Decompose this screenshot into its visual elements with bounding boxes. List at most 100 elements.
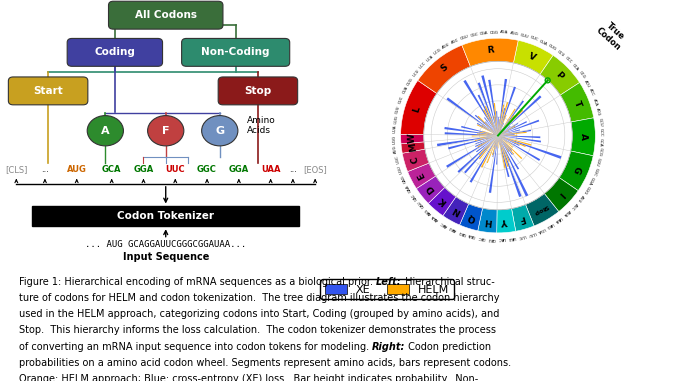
Text: GGU: GGU	[595, 157, 601, 167]
Wedge shape	[498, 136, 506, 168]
Wedge shape	[498, 136, 512, 151]
Wedge shape	[498, 119, 500, 136]
Wedge shape	[498, 133, 504, 136]
Wedge shape	[498, 121, 527, 136]
Wedge shape	[498, 136, 528, 197]
Wedge shape	[492, 136, 498, 157]
Wedge shape	[498, 130, 505, 136]
Wedge shape	[498, 136, 500, 145]
Wedge shape	[477, 82, 498, 136]
Text: F: F	[517, 213, 526, 223]
Circle shape	[148, 115, 184, 146]
Wedge shape	[446, 136, 498, 168]
Wedge shape	[498, 115, 515, 136]
Text: Stop.  This hierarchy informs the loss calculation.  The codon tokenizer demonst: Stop. This hierarchy informs the loss ca…	[19, 325, 496, 335]
Text: AUC: AUC	[570, 202, 578, 210]
Wedge shape	[445, 132, 498, 136]
Text: K: K	[437, 195, 448, 207]
Text: CGU: CGU	[460, 35, 469, 41]
Wedge shape	[477, 136, 498, 147]
Text: CUA: CUA	[402, 86, 409, 95]
Text: AUA: AUA	[562, 209, 571, 217]
Wedge shape	[458, 136, 498, 173]
Wedge shape	[498, 136, 521, 197]
Text: CUG: CUG	[406, 77, 414, 86]
Text: CAA: CAA	[467, 232, 476, 238]
Text: M: M	[408, 142, 418, 152]
Wedge shape	[495, 132, 498, 136]
Text: N: N	[451, 205, 462, 216]
Text: GAU: GAU	[416, 199, 425, 208]
Wedge shape	[498, 86, 516, 136]
Text: UGC: UGC	[395, 155, 401, 164]
Text: L: L	[411, 106, 422, 114]
Wedge shape	[444, 127, 498, 136]
Wedge shape	[479, 136, 498, 155]
Wedge shape	[498, 136, 525, 147]
Text: GGC: GGC	[591, 166, 598, 176]
Text: Hierarchical struc-: Hierarchical struc-	[401, 277, 494, 287]
Wedge shape	[418, 45, 471, 93]
Wedge shape	[495, 136, 498, 149]
Wedge shape	[492, 136, 498, 155]
Text: ACU: ACU	[583, 79, 591, 88]
Text: Codon prediction: Codon prediction	[405, 342, 492, 352]
Text: GUA: GUA	[538, 39, 548, 46]
Wedge shape	[498, 136, 499, 144]
Wedge shape	[498, 136, 541, 142]
Text: CCU: CCU	[556, 50, 565, 58]
Text: [EOS]: [EOS]	[303, 165, 327, 174]
Text: GGA: GGA	[134, 165, 154, 174]
Wedge shape	[498, 136, 502, 139]
Wedge shape	[498, 136, 509, 152]
Text: UUG: UUG	[393, 114, 399, 124]
Wedge shape	[498, 108, 505, 136]
Wedge shape	[479, 136, 498, 159]
Text: AGG: AGG	[510, 31, 519, 37]
Wedge shape	[498, 136, 505, 137]
Wedge shape	[511, 205, 534, 231]
Wedge shape	[475, 115, 498, 136]
Wedge shape	[498, 115, 506, 136]
Text: AAG: AAG	[423, 207, 432, 215]
Text: CUC: CUC	[398, 95, 405, 104]
Wedge shape	[494, 136, 498, 148]
Wedge shape	[498, 136, 508, 167]
Wedge shape	[472, 135, 498, 136]
Wedge shape	[493, 133, 498, 136]
Wedge shape	[498, 130, 520, 136]
Text: AAU: AAU	[448, 224, 457, 232]
Wedge shape	[477, 124, 498, 136]
Wedge shape	[498, 132, 527, 136]
Text: Amino
Acids: Amino Acids	[247, 116, 275, 135]
Wedge shape	[498, 131, 504, 136]
Wedge shape	[482, 131, 498, 136]
Text: A: A	[579, 133, 589, 140]
Wedge shape	[497, 136, 498, 146]
Wedge shape	[559, 151, 593, 190]
Wedge shape	[498, 136, 532, 146]
Wedge shape	[498, 110, 523, 136]
Text: UAA: UAA	[554, 215, 563, 223]
Wedge shape	[498, 100, 524, 136]
Wedge shape	[477, 123, 498, 136]
Legend: XE, HELM: XE, HELM	[320, 280, 454, 299]
Wedge shape	[489, 136, 498, 193]
Wedge shape	[481, 75, 498, 136]
Text: GUG: GUG	[547, 44, 557, 52]
Wedge shape	[496, 111, 498, 136]
Wedge shape	[498, 123, 504, 136]
Text: P: P	[554, 70, 565, 81]
Text: AAC: AAC	[439, 219, 448, 227]
Wedge shape	[498, 135, 517, 136]
Text: Stop: Stop	[244, 86, 272, 96]
Wedge shape	[476, 136, 498, 152]
Wedge shape	[448, 136, 498, 149]
Text: Y: Y	[502, 216, 509, 226]
Wedge shape	[407, 163, 436, 189]
FancyBboxPatch shape	[8, 77, 88, 105]
Wedge shape	[498, 79, 507, 136]
Wedge shape	[494, 116, 498, 136]
Text: I: I	[557, 190, 565, 198]
Text: AUU: AUU	[576, 194, 584, 203]
